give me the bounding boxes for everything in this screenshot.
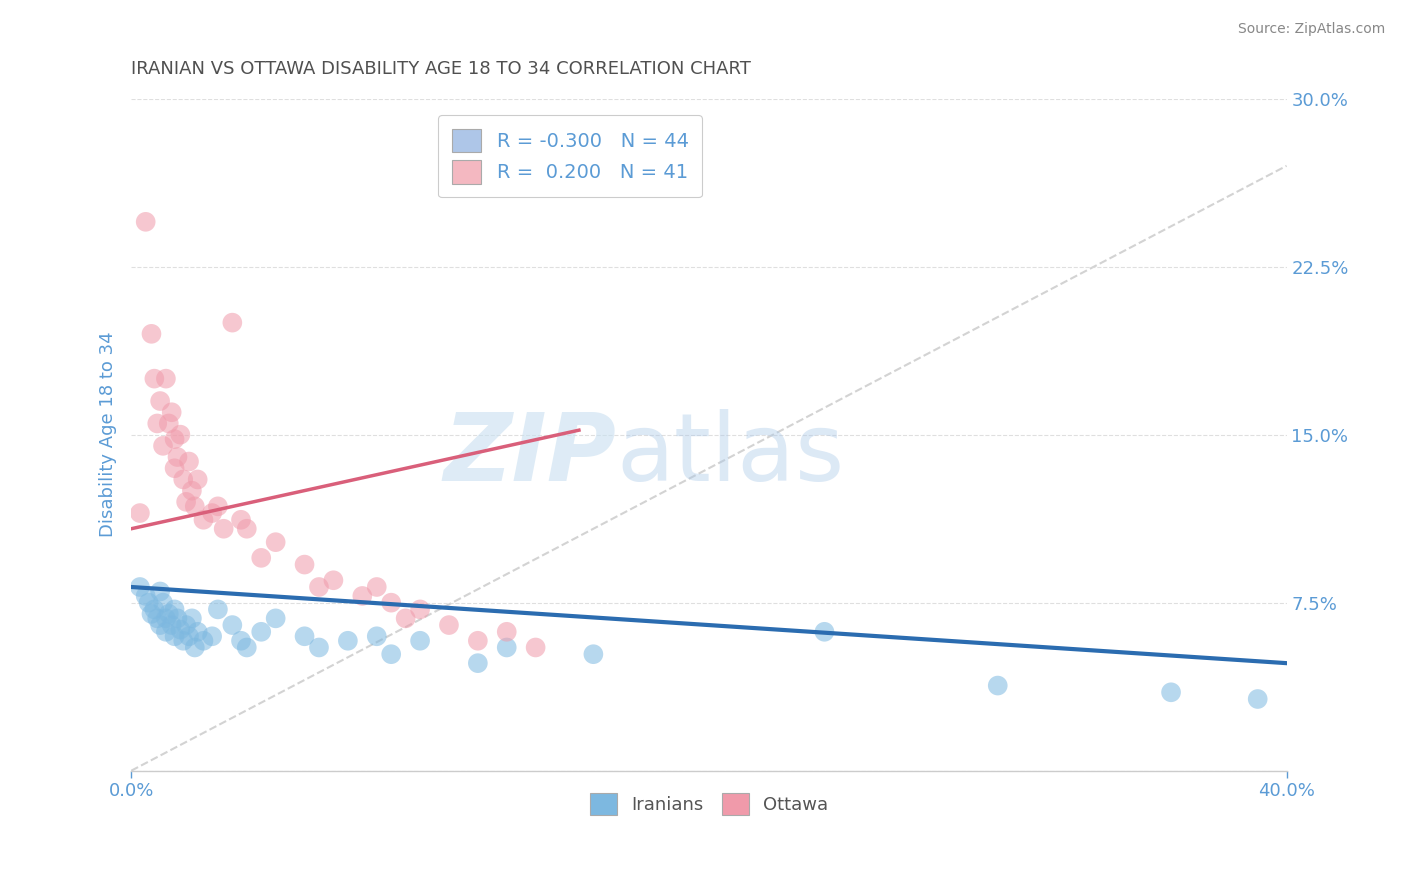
Point [187, 624, 209, 639]
Point [138, 596, 160, 610]
Point [308, 640, 330, 655]
Point [129, 506, 152, 520]
Point [582, 647, 605, 661]
Point [146, 611, 169, 625]
Point [135, 589, 157, 603]
Point [193, 513, 215, 527]
Point [143, 371, 166, 385]
Point [437, 618, 460, 632]
Point [149, 394, 172, 409]
Point [152, 439, 174, 453]
Point [163, 432, 186, 446]
Text: Source: ZipAtlas.com: Source: ZipAtlas.com [1237, 22, 1385, 37]
Point [201, 629, 224, 643]
Point [236, 640, 259, 655]
Point [172, 633, 194, 648]
Point [207, 500, 229, 514]
Point [294, 558, 316, 572]
Point [129, 580, 152, 594]
Point [177, 454, 200, 468]
Point [229, 633, 252, 648]
Point [187, 473, 209, 487]
Point [141, 326, 163, 341]
Point [155, 624, 177, 639]
Point [495, 640, 517, 655]
Point [221, 316, 243, 330]
Point [193, 633, 215, 648]
Point [152, 596, 174, 610]
Point [264, 611, 287, 625]
Point [987, 679, 1010, 693]
Point [409, 602, 432, 616]
Point [135, 215, 157, 229]
Point [1160, 685, 1182, 699]
Point [157, 607, 180, 621]
Point [172, 473, 194, 487]
Point [813, 624, 835, 639]
Point [174, 495, 197, 509]
Point [366, 580, 388, 594]
Point [294, 629, 316, 643]
Point [174, 618, 197, 632]
Point [166, 611, 188, 625]
Point [380, 596, 402, 610]
Point [467, 633, 489, 648]
Point [184, 500, 207, 514]
Point [177, 629, 200, 643]
Point [141, 607, 163, 621]
Y-axis label: Disability Age 18 to 34: Disability Age 18 to 34 [100, 332, 117, 538]
Point [163, 629, 186, 643]
Point [157, 417, 180, 431]
Point [169, 623, 191, 637]
Point [149, 584, 172, 599]
Point [366, 629, 388, 643]
Point [229, 513, 252, 527]
Text: IRANIAN VS OTTAWA DISABILITY AGE 18 TO 34 CORRELATION CHART: IRANIAN VS OTTAWA DISABILITY AGE 18 TO 3… [131, 60, 751, 78]
Point [184, 640, 207, 655]
Point [250, 550, 273, 565]
Point [236, 522, 259, 536]
Text: ZIP: ZIP [444, 409, 616, 500]
Point [169, 427, 191, 442]
Point [143, 602, 166, 616]
Point [180, 483, 202, 498]
Point [467, 656, 489, 670]
Point [212, 522, 235, 536]
Point [155, 611, 177, 625]
Text: atlas: atlas [616, 409, 845, 500]
Point [166, 450, 188, 464]
Point [524, 640, 547, 655]
Point [160, 405, 183, 419]
Point [163, 602, 186, 616]
Point [380, 647, 402, 661]
Point [160, 618, 183, 632]
Point [308, 580, 330, 594]
Point [1247, 692, 1270, 706]
Point [201, 506, 224, 520]
Point [395, 611, 418, 625]
Point [221, 618, 243, 632]
Point [250, 624, 273, 639]
Point [264, 535, 287, 549]
Point [146, 417, 169, 431]
Point [352, 589, 374, 603]
Point [155, 371, 177, 385]
Point [207, 602, 229, 616]
Point [336, 633, 359, 648]
Point [163, 461, 186, 475]
Point [322, 574, 344, 588]
Point [180, 611, 202, 625]
Point [495, 624, 517, 639]
Legend: Iranians, Ottawa: Iranians, Ottawa [582, 786, 835, 822]
Point [149, 618, 172, 632]
Point [409, 633, 432, 648]
